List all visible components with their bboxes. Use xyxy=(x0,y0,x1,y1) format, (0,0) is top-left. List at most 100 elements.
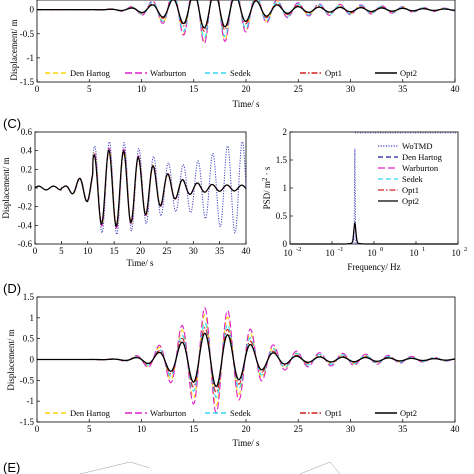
legend-label: WoTMD xyxy=(402,141,432,151)
x-tick-exponent: -2 xyxy=(296,246,301,253)
series-line-warburton xyxy=(34,147,247,229)
series-line-wotmd xyxy=(34,141,247,235)
y-tick-label: 0 xyxy=(30,5,35,15)
x-tick-exponent: 0 xyxy=(380,246,383,253)
x-tick-label: 35 xyxy=(215,246,225,256)
x-tick-label: 10 xyxy=(452,248,462,258)
legend-label: Warburton xyxy=(150,408,187,418)
legend-label: Warburton xyxy=(150,68,187,78)
x-ticks: 0 5 10 15 20 25 30 35 40 xyxy=(35,79,460,94)
x-axis-label: Time/ s xyxy=(127,258,154,268)
x-tick-label: 0 xyxy=(33,246,38,256)
series-group xyxy=(290,132,458,245)
legend-label: Warburton xyxy=(402,163,439,173)
y-tick-label: 1.5 xyxy=(23,292,35,302)
panel-d: Den Hartog Warburton Sedek Opt1 Opt2 1.5 1 0.5… xyxy=(6,292,460,448)
y-tick-label: 0.6 xyxy=(21,127,33,137)
y-tick-label: -1.5 xyxy=(20,77,35,87)
y-tick-label: 0.5 xyxy=(23,334,35,344)
y-ticks: 0.6 0.4 0.2 0 -0.2 -0.4 -0.6 xyxy=(18,127,38,249)
x-tick-label: 35 xyxy=(398,424,408,434)
x-tick-label: 15 xyxy=(189,424,199,434)
x-tick-exponent: -1 xyxy=(338,246,343,253)
y-tick-label: -1 xyxy=(27,53,35,63)
x-tick-label: 20 xyxy=(242,424,252,434)
x-tick-label: 10 xyxy=(368,248,378,258)
y-tick-label: 0 xyxy=(30,355,35,365)
x-tick-label: 20 xyxy=(242,84,252,94)
x-tick-label: 0 xyxy=(35,424,40,434)
legend-label: Opt1 xyxy=(402,185,419,195)
x-axis-label: Time/ s xyxy=(233,99,260,109)
series-line-opt2 xyxy=(34,149,247,228)
y-ticks: 2 1.5 1 0.5 0 xyxy=(276,127,293,249)
y-tick-label: 2 xyxy=(283,127,288,137)
x-tick-label: 10 xyxy=(410,248,420,258)
x-ticks: 10 -2 10 -1 10 0 10 1 10 2 xyxy=(284,241,467,258)
y-axis-label: Displacement/ m xyxy=(6,329,16,390)
x-tick-label: 10 xyxy=(326,248,336,258)
x-tick-label: 5 xyxy=(87,424,92,434)
series-line-opt1 xyxy=(290,222,458,245)
panel-c-left: 0.60.40.20-0.2-0.4-0.6 0 5 10 15 20 25 30 35 40 … xyxy=(1,127,251,268)
x-tick-label: 30 xyxy=(346,84,356,94)
y-axis-label: PSD/ m2 · s xyxy=(261,166,272,209)
panel-letter-d: (D) xyxy=(3,281,21,296)
x-tick-label: 10 xyxy=(284,248,294,258)
panel-top: Den Hartog Warburton Sedek Opt1 Opt2 0 -0.5 -1… xyxy=(9,0,460,109)
x-tick-label: 20 xyxy=(136,246,146,256)
legend: Den Hartog Warburton Sedek Opt1 Opt2 xyxy=(45,408,417,418)
series-line-opt2 xyxy=(37,0,455,29)
y-tick-label: 0.5 xyxy=(276,211,288,221)
legend-label: Sedek xyxy=(230,408,252,418)
y-tick-label: 1 xyxy=(283,183,288,193)
y-tick-label: -0.6 xyxy=(18,239,33,249)
x-tick-exponent: 1 xyxy=(422,246,425,253)
series-line-warburton xyxy=(37,0,456,45)
x-tick-label: 25 xyxy=(294,424,304,434)
series-line-opt2 xyxy=(290,221,458,245)
plot-frame xyxy=(34,131,247,245)
x-tick-label: 40 xyxy=(242,246,252,256)
x-tick-label: 10 xyxy=(137,424,147,434)
x-ticks: 0 5 10 15 20 25 30 35 40 xyxy=(33,241,251,256)
series-line-opt2 xyxy=(37,332,456,388)
x-tick-label: 15 xyxy=(110,246,120,256)
structure-outline-left xyxy=(79,461,151,474)
y-ticks: 0 -0.5 -1 -1.5 xyxy=(20,5,40,87)
y-tick-label: -0.4 xyxy=(18,220,33,230)
x-tick-label: 40 xyxy=(451,84,461,94)
x-axis-label: Time/ s xyxy=(233,438,260,448)
x-tick-label: 40 xyxy=(451,424,461,434)
x-tick-label: 0 xyxy=(35,84,40,94)
structure-outline-right xyxy=(299,461,341,474)
y-tick-label: 1.5 xyxy=(276,155,288,165)
series-line-warburton xyxy=(37,307,456,414)
legend-label: Den Hartog xyxy=(402,152,443,162)
legend-label: Sedek xyxy=(230,68,252,78)
legend-label: Den Hartog xyxy=(70,68,111,78)
y-tick-label: -1.5 xyxy=(20,417,35,427)
series-group xyxy=(37,0,456,45)
x-tick-label: 30 xyxy=(189,246,199,256)
y-axis-label: Displacement/ m xyxy=(1,157,11,218)
y-tick-label: -0.5 xyxy=(20,375,35,385)
x-ticks: 0 5 10 15 20 25 30 35 40 xyxy=(35,419,460,434)
y-tick-label: -0.5 xyxy=(20,29,35,39)
legend-label: Opt1 xyxy=(325,68,342,78)
legend-label: Opt2 xyxy=(400,408,417,418)
panel-letter-c: (C) xyxy=(3,116,21,131)
y-tick-label: 0 xyxy=(28,183,33,193)
x-tick-label: 15 xyxy=(189,84,199,94)
y-ticks: 1.5 1 0.5 0 -0.5 -1 -1.5 xyxy=(20,292,40,427)
x-tick-label: 25 xyxy=(162,246,172,256)
x-tick-label: 30 xyxy=(346,424,356,434)
x-tick-label: 10 xyxy=(137,84,147,94)
y-tick-label: -0.2 xyxy=(18,202,32,212)
y-tick-label: 0.2 xyxy=(21,164,32,174)
x-axis-label: Frequency/ Hz xyxy=(347,262,400,272)
series-group xyxy=(37,307,456,414)
